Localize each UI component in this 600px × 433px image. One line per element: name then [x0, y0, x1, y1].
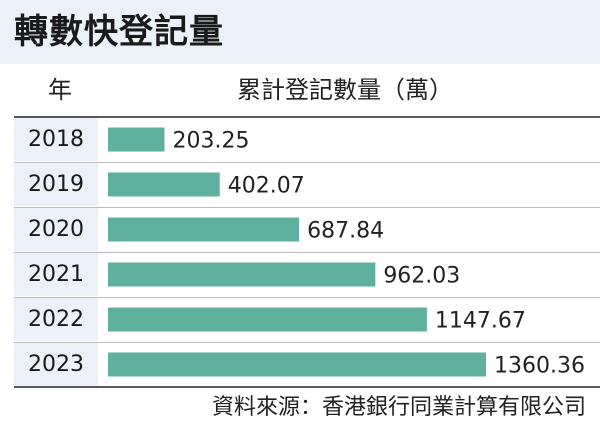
bar-2018: [108, 127, 165, 152]
bar-2022: [108, 307, 427, 332]
year-label-2018: 2018: [14, 118, 98, 161]
year-label-2019: 2019: [14, 163, 98, 206]
value-column-header: 累計登記數量（萬）: [237, 76, 453, 104]
title-bar: 轉數快登記量: [0, 0, 600, 64]
header-divider: [14, 116, 600, 118]
row-separator: [14, 297, 600, 298]
row-separator: [14, 207, 600, 208]
value-label-2021: 962.03: [383, 264, 460, 289]
value-label-2019: 402.07: [228, 174, 305, 199]
source-note: 資料來源：香港銀行同業計算有限公司: [211, 395, 586, 420]
chart-title: 轉數快登記量: [14, 12, 224, 52]
year-label-2021: 2021: [14, 253, 98, 296]
year-column-header: 年: [48, 76, 72, 104]
bar-2023: [108, 352, 486, 377]
year-label-2022: 2022: [14, 298, 98, 341]
bar-2021: [108, 262, 376, 287]
value-label-2018: 203.25: [172, 129, 249, 154]
value-label-2022: 1147.67: [435, 309, 526, 334]
header-row: 年 累計登記數量（萬）: [0, 64, 600, 116]
row-separator: [14, 162, 600, 163]
row-separator: [14, 252, 600, 253]
bar-2020: [108, 217, 300, 242]
year-label-2020: 2020: [14, 208, 98, 251]
bar-2019: [108, 172, 220, 197]
value-label-2023: 1360.36: [494, 354, 585, 379]
value-label-2020: 687.84: [307, 219, 384, 244]
year-label-2023: 2023: [14, 343, 98, 386]
row-separator: [14, 342, 600, 343]
footer-divider: [14, 386, 600, 388]
